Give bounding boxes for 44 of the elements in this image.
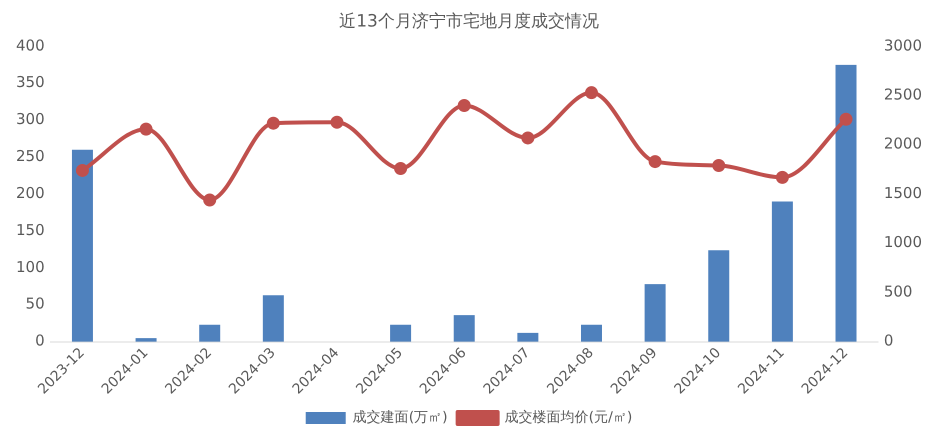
bar — [136, 338, 157, 342]
point — [76, 164, 89, 177]
bar — [262, 295, 284, 342]
bar — [517, 332, 538, 342]
bar — [836, 64, 857, 342]
y2-tick-label: 2500 — [884, 86, 922, 104]
point — [840, 112, 853, 126]
y-tick-label: 0 — [35, 332, 45, 350]
point — [140, 122, 153, 136]
legend-label: 成交建面(万㎡) — [352, 410, 448, 426]
point — [776, 170, 789, 184]
y2-tick-label: 0 — [884, 332, 894, 350]
point — [521, 131, 534, 144]
y2-tick-label: 1000 — [884, 233, 922, 252]
bar — [644, 284, 666, 342]
point — [648, 155, 662, 168]
bar — [708, 250, 730, 342]
chart-title: 近13个月济宁市宅地月度成交情况 — [339, 12, 599, 32]
bar — [454, 315, 475, 342]
point — [203, 193, 216, 206]
y2-tick-label: 500 — [884, 282, 912, 300]
y-tick-label: 150 — [16, 220, 45, 239]
bar — [72, 150, 93, 342]
y-tick-label: 400 — [16, 36, 45, 54]
point — [584, 86, 598, 100]
y2-tick-label: 3000 — [884, 36, 922, 54]
point — [330, 116, 344, 129]
point — [394, 162, 408, 175]
bar — [580, 324, 602, 342]
point — [266, 116, 280, 130]
point — [458, 98, 471, 112]
bar — [390, 324, 412, 342]
y-tick-label: 100 — [16, 258, 45, 276]
y2-tick-label: 2000 — [884, 134, 922, 153]
y-tick-label: 250 — [16, 147, 45, 166]
bar — [199, 324, 220, 342]
point — [712, 159, 726, 172]
y-tick-label: 200 — [16, 184, 45, 202]
y-tick-label: 300 — [16, 110, 45, 128]
y-tick-label: 50 — [26, 294, 45, 313]
y-tick-label: 350 — [16, 73, 45, 92]
legend-label: 成交楼面均价(元/㎡) — [504, 410, 632, 426]
y2-tick-label: 1500 — [884, 184, 922, 202]
bar — [772, 201, 793, 342]
